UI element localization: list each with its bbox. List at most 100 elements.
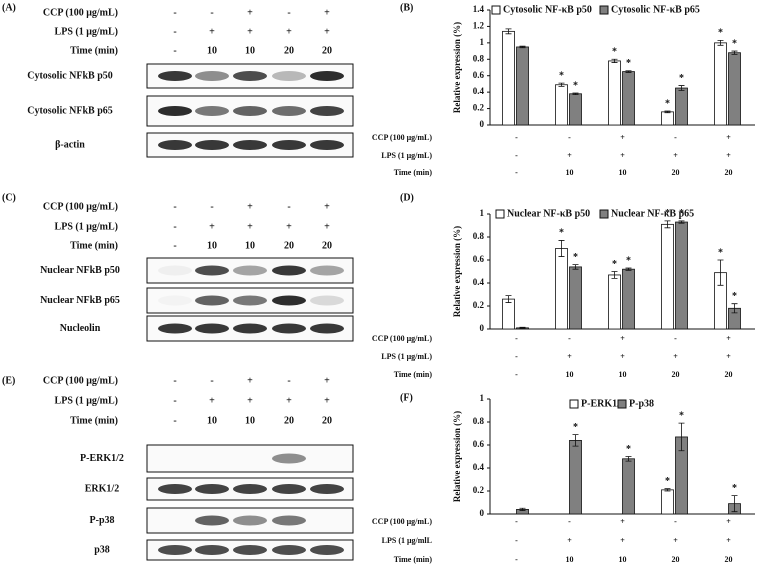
condition-label: CCP (100 μg/mL) [372, 517, 432, 526]
y-tick-label: 1 [480, 37, 485, 47]
condition-value: + [620, 133, 625, 142]
error-bar [664, 110, 671, 114]
condition-value: + [324, 7, 330, 18]
condition-value: 20 [322, 45, 332, 56]
condition-value: + [247, 7, 253, 18]
error-bar [611, 271, 618, 279]
error-bar [731, 495, 738, 513]
error-bar [572, 434, 579, 447]
blot-band [272, 71, 306, 81]
condition-label: Time (min) [394, 370, 433, 379]
condition-value: + [247, 395, 253, 406]
condition-value: 20 [725, 370, 733, 379]
legend-swatch [495, 209, 505, 219]
error-bar [572, 92, 579, 96]
condition-value: 20 [672, 168, 680, 177]
blot-band [158, 140, 192, 150]
condition-value: + [324, 375, 330, 386]
error-bar [519, 507, 526, 511]
blot-band [233, 545, 267, 555]
significance-mark: * [573, 422, 578, 433]
condition-label: Time (min) [394, 168, 433, 177]
condition-value: - [210, 375, 213, 386]
y-axis-title: Relative expression (%) [452, 22, 462, 113]
condition-value: 10 [619, 555, 627, 564]
condition-label: Time (min) [70, 45, 118, 56]
condition-value: 10 [245, 45, 255, 56]
condition-value: - [568, 133, 571, 142]
condition-value: + [247, 201, 253, 212]
y-axis-title: Relative expression (%) [452, 226, 462, 317]
error-bar [664, 488, 671, 492]
condition-value: + [620, 334, 625, 343]
blot-band [233, 484, 267, 494]
panel-label: (C) [2, 192, 16, 203]
error-bar [664, 220, 671, 229]
y-tick-label: 0.6 [473, 70, 485, 80]
blot-label: Cytosolic NFkB p65 [27, 105, 113, 116]
blot-band [272, 515, 306, 526]
blot-label: p38 [94, 544, 110, 555]
blot-band [272, 484, 306, 494]
error-bar [625, 70, 632, 73]
legend-swatch [569, 399, 579, 409]
condition-value: + [324, 221, 330, 232]
bar [502, 30, 515, 126]
condition-value: - [173, 7, 176, 18]
condition-value: - [515, 168, 518, 177]
bar [622, 71, 635, 126]
y-axis-title: Relative expression (%) [452, 411, 462, 502]
blot-band [272, 453, 306, 464]
blot-band [272, 265, 306, 276]
legend-swatch [617, 399, 627, 409]
condition-value: - [287, 7, 290, 18]
significance-mark: * [718, 28, 723, 39]
bar [502, 298, 515, 330]
legend-label: Nuclear NF-κB p65 [611, 208, 694, 219]
y-tick-label: 0 [480, 119, 485, 129]
significance-mark: * [612, 259, 617, 270]
blot-band [233, 323, 267, 334]
condition-value: + [209, 395, 215, 406]
y-tick-label: 0.4 [473, 462, 485, 472]
blot-band [310, 484, 344, 494]
condition-value: - [674, 517, 677, 526]
condition-value: - [173, 240, 176, 251]
error-bar [717, 259, 724, 286]
condition-value: - [287, 375, 290, 386]
blot-band [233, 295, 267, 306]
condition-value: + [673, 151, 678, 160]
condition-value: 10 [566, 370, 574, 379]
condition-value: - [568, 334, 571, 343]
y-tick-label: 1.2 [473, 20, 485, 30]
condition-value: - [173, 26, 176, 37]
blot-label: ERK1/2 [85, 483, 119, 494]
blot-band [233, 71, 267, 81]
bar [608, 60, 621, 126]
condition-value: + [286, 26, 292, 37]
blot-band [272, 545, 306, 555]
condition-value: - [568, 517, 571, 526]
condition-value: 10 [619, 370, 627, 379]
significance-mark: * [732, 38, 737, 49]
y-tick-label: 0 [480, 323, 485, 333]
error-bar [572, 264, 579, 270]
y-tick-label: 0.6 [473, 439, 485, 449]
y-tick-label: 0 [480, 508, 485, 518]
condition-label: CCP (100 μg/mL) [372, 133, 432, 142]
significance-mark: * [559, 70, 564, 81]
condition-value: + [726, 133, 731, 142]
y-tick-label: 1 [480, 208, 485, 218]
condition-value: 10 [566, 555, 574, 564]
blot-band [272, 295, 306, 306]
significance-mark: * [679, 410, 684, 421]
blot-label: Cytosolic NFkB p50 [27, 70, 113, 81]
condition-value: + [247, 375, 253, 386]
blot-band [158, 296, 192, 306]
blot-band [195, 106, 229, 116]
significance-mark: * [665, 208, 670, 219]
condition-value: - [515, 133, 518, 142]
condition-value: - [515, 555, 518, 564]
legend-label: P-ERK1/2 [581, 398, 625, 409]
condition-value: + [726, 151, 731, 160]
